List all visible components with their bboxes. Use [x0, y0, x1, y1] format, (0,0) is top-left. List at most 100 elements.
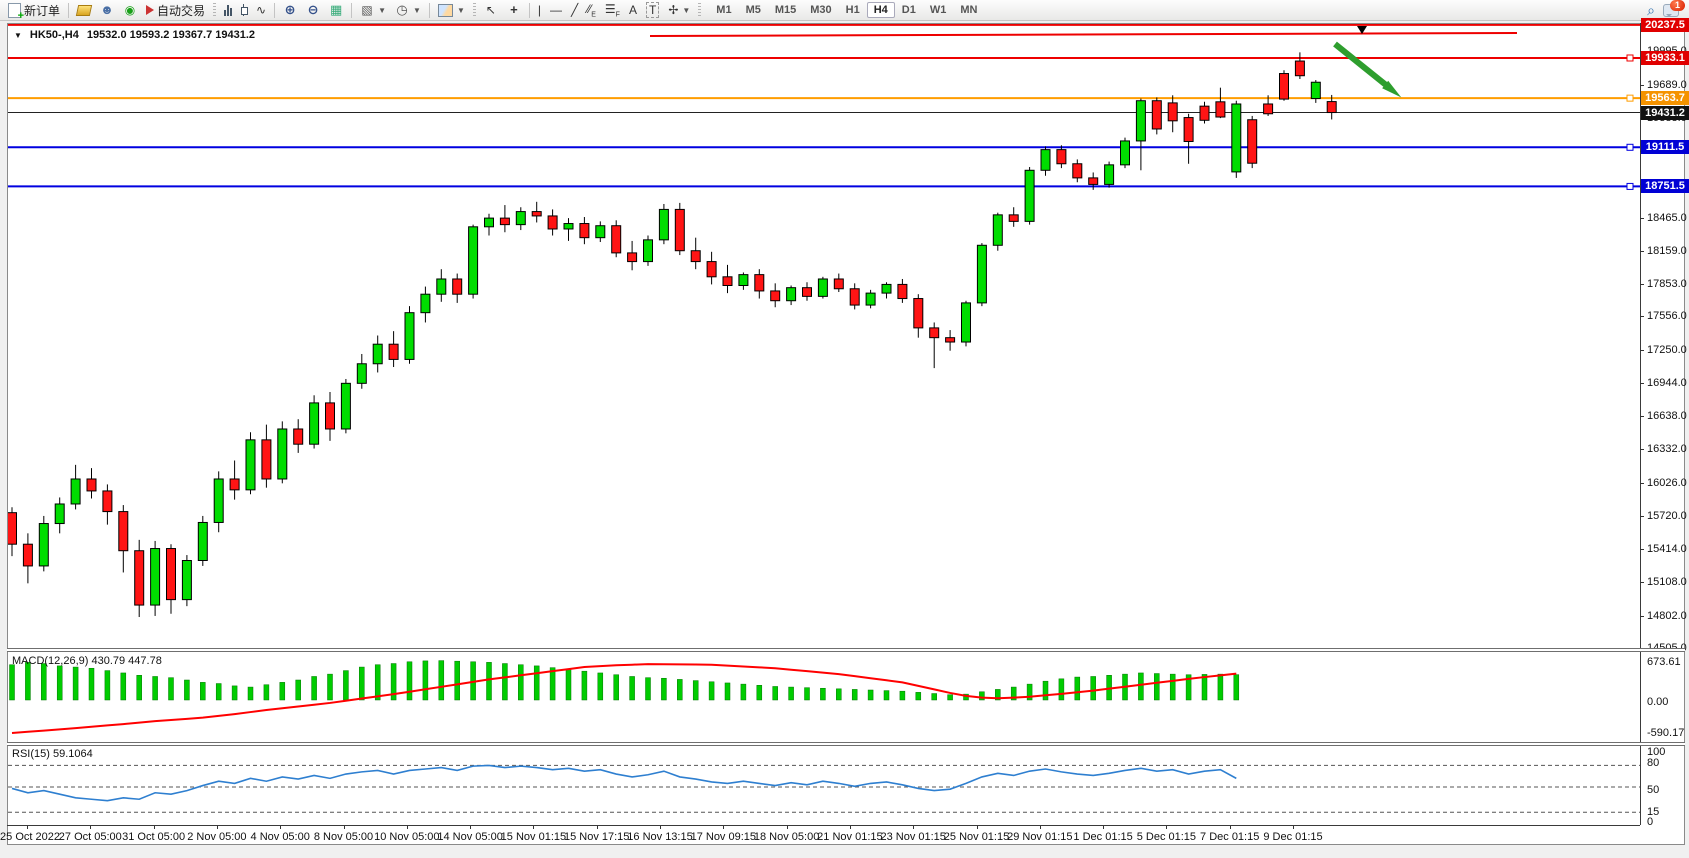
macd-histogram-bar[interactable] — [327, 673, 333, 701]
signals-button[interactable]: ◉ — [119, 1, 141, 19]
macd-histogram-bar[interactable] — [820, 687, 826, 701]
candle[interactable] — [261, 424, 272, 488]
candle[interactable] — [70, 464, 81, 510]
candle[interactable] — [802, 282, 812, 301]
macd-histogram-bar[interactable] — [1042, 680, 1049, 701]
trend-segment[interactable] — [649, 32, 1518, 37]
candle[interactable] — [849, 283, 860, 310]
candle[interactable] — [929, 322, 940, 369]
toolbar-drag-handle[interactable] — [698, 3, 702, 17]
candle[interactable] — [388, 331, 399, 368]
timeframe-m30-button[interactable]: M30 — [810, 4, 832, 16]
trendline-tool-button[interactable]: ╱ — [567, 1, 582, 19]
candle[interactable] — [1120, 137, 1130, 169]
macd-histogram-bar[interactable] — [390, 663, 397, 701]
line-handle[interactable] — [1626, 143, 1634, 151]
candle[interactable] — [531, 201, 542, 223]
candle[interactable] — [102, 484, 113, 525]
text-tool-button[interactable]: A — [625, 1, 641, 19]
candle[interactable] — [452, 273, 463, 303]
candle[interactable] — [181, 555, 192, 607]
price-line-badge[interactable]: 19933.1 — [1641, 50, 1689, 65]
macd-histogram-bar[interactable] — [851, 689, 858, 701]
macd-histogram-bar[interactable] — [804, 687, 810, 701]
macd-histogram-bar[interactable] — [645, 677, 651, 701]
macd-histogram-bar[interactable] — [724, 682, 731, 701]
down-triangle-marker[interactable] — [1357, 26, 1367, 34]
line-handle[interactable] — [1626, 94, 1634, 102]
macd-histogram-bar[interactable] — [549, 667, 556, 701]
macd-histogram-bar[interactable] — [883, 690, 890, 701]
candle[interactable] — [436, 269, 447, 302]
panel-separator[interactable] — [7, 742, 1685, 746]
candle[interactable] — [738, 272, 749, 290]
candle[interactable] — [468, 224, 479, 299]
candle[interactable] — [118, 505, 129, 573]
macd-histogram-bar[interactable] — [247, 686, 254, 701]
macd-histogram-bar[interactable] — [518, 664, 524, 701]
candle[interactable] — [881, 282, 892, 299]
timeframe-m1-button[interactable]: M1 — [716, 4, 732, 16]
candle[interactable] — [86, 468, 97, 499]
toolbar-drag-handle[interactable] — [472, 3, 476, 17]
indicators-button[interactable]: ▼ — [434, 1, 469, 19]
fibonacci-tool-button[interactable]: ☰F — [601, 1, 624, 19]
new-chart-button[interactable]: ▧ ▼ — [356, 1, 390, 19]
macd-histogram-bar[interactable] — [343, 670, 349, 701]
macd-histogram-bar[interactable] — [1185, 674, 1192, 701]
candle[interactable] — [897, 278, 908, 303]
macd-histogram-bar[interactable] — [152, 676, 158, 701]
label-tool-button[interactable]: T — [642, 1, 663, 19]
chat-icon[interactable]: 1 — [1663, 0, 1685, 17]
candle[interactable] — [1135, 98, 1146, 171]
candle[interactable] — [150, 540, 161, 616]
candle[interactable] — [1167, 95, 1178, 133]
candle[interactable] — [293, 419, 304, 453]
macd-histogram-bar[interactable] — [25, 662, 31, 701]
macd-histogram-bar[interactable] — [295, 679, 301, 701]
search-icon[interactable]: ⌕ — [1647, 1, 1655, 18]
candle[interactable] — [1231, 100, 1242, 178]
candle[interactable] — [372, 335, 383, 373]
macd-histogram-bar[interactable] — [184, 679, 190, 701]
macd-histogram-bar[interactable] — [136, 675, 142, 701]
macd-histogram-bar[interactable] — [1154, 673, 1160, 701]
collapse-arrow-icon[interactable]: ▼ — [14, 30, 22, 40]
macd-histogram-bar[interactable] — [692, 680, 699, 701]
candle[interactable] — [706, 251, 717, 285]
candle[interactable] — [213, 471, 224, 533]
arrow-annotation[interactable] — [1333, 41, 1388, 88]
candle[interactable] — [817, 276, 828, 299]
candle[interactable] — [277, 421, 288, 484]
price-line-badge[interactable]: 19111.5 — [1641, 140, 1689, 155]
candle[interactable] — [770, 283, 781, 308]
macd-histogram-bar[interactable] — [581, 670, 588, 701]
candle[interactable] — [134, 539, 145, 618]
candle[interactable] — [404, 306, 415, 364]
macd-histogram-bar[interactable] — [836, 688, 842, 701]
candle[interactable] — [976, 243, 987, 307]
candle[interactable] — [1199, 101, 1210, 124]
line-handle[interactable] — [1626, 54, 1634, 62]
vertical-line-tool-button[interactable]: | — [534, 1, 545, 19]
macd-histogram-bar[interactable] — [979, 691, 985, 701]
macd-histogram-bar[interactable] — [422, 660, 429, 701]
candle[interactable] — [22, 533, 33, 584]
candle[interactable] — [325, 392, 335, 441]
macd-histogram-bar[interactable] — [1169, 673, 1176, 701]
candle[interactable] — [961, 300, 971, 347]
candle[interactable] — [197, 515, 208, 566]
candle[interactable] — [1326, 94, 1337, 120]
autotrading-button[interactable]: 自动交易 — [142, 1, 209, 19]
timeframe-h4-button[interactable]: H4 — [866, 2, 895, 18]
macd-histogram-bar[interactable] — [406, 661, 413, 701]
candle[interactable] — [1263, 95, 1274, 116]
macd-histogram-bar[interactable] — [1058, 678, 1065, 701]
candle[interactable] — [499, 205, 510, 233]
candle[interactable] — [484, 213, 494, 236]
macd-histogram-bar[interactable] — [1201, 674, 1208, 701]
candlestick-chart-button[interactable] — [237, 1, 251, 19]
rsi-panel[interactable] — [8, 746, 1640, 825]
macd-histogram-bar[interactable] — [279, 682, 286, 701]
macd-histogram-bar[interactable] — [708, 681, 715, 701]
